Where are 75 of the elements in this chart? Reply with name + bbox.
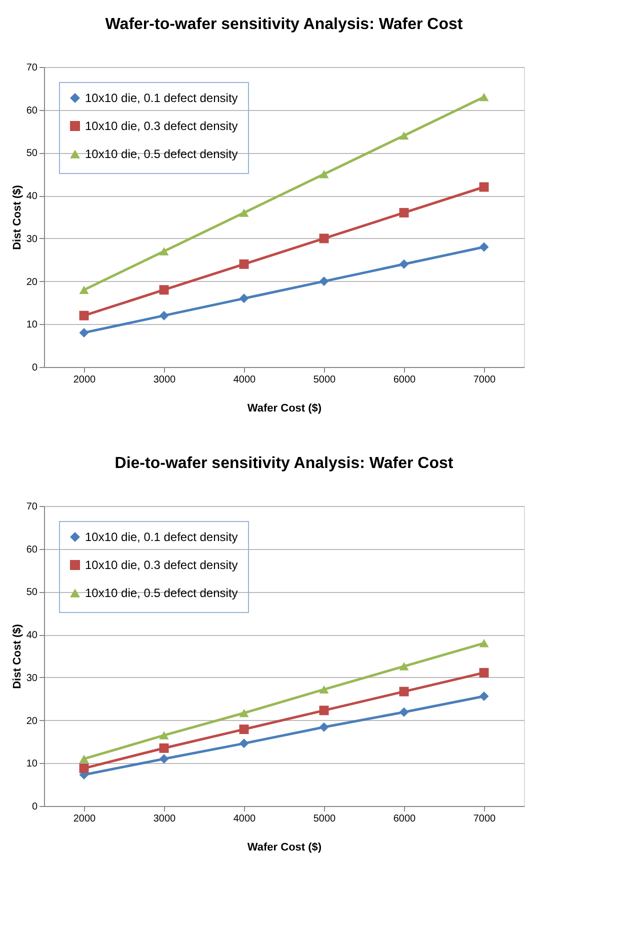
x-tick-label: 4000 [233, 814, 256, 824]
point [239, 259, 249, 269]
x-tick-label: 4000 [233, 374, 256, 386]
legend-label: 10x10 die, 0.3 defect density [85, 119, 238, 133]
point [479, 242, 489, 252]
x-tick-label: 5000 [313, 374, 336, 386]
point [319, 685, 329, 694]
chart-title: Die-to-wafer sensitivity Analysis: Wafer Cost [114, 455, 454, 472]
y-axis-title: Dist Cost ($) [11, 184, 24, 250]
legend-label: 10x10 die, 0.1 defect density [85, 530, 238, 544]
point [399, 259, 409, 269]
point [159, 743, 169, 753]
legend-label: 10x10 die, 0.1 defect density [85, 91, 238, 105]
y-tick-label: 40 [26, 630, 38, 642]
point [319, 276, 329, 286]
point [319, 706, 329, 716]
x-tick-label: 6000 [393, 374, 416, 386]
point [319, 722, 329, 732]
point [159, 310, 169, 320]
legend-label: 10x10 die, 0.5 defect density [85, 147, 238, 161]
y-tick-label: 0 [32, 362, 38, 374]
point [239, 208, 249, 217]
x-axis-title: Wafer Cost ($) [247, 402, 322, 414]
point [79, 286, 89, 294]
y-tick-label: 10 [26, 758, 38, 770]
point [399, 208, 409, 218]
y-axis-title: Dist Cost ($) [11, 624, 24, 689]
y-tick-label: 70 [26, 62, 38, 74]
point [399, 686, 409, 696]
y-tick-label: 0 [32, 802, 38, 812]
point [239, 294, 249, 304]
y-tick-label: 30 [26, 672, 38, 684]
point [479, 92, 489, 102]
point [159, 247, 169, 256]
x-tick-label: 3000 [153, 374, 176, 386]
point [479, 668, 489, 678]
point [319, 170, 329, 178]
point [79, 328, 89, 338]
point [159, 285, 169, 295]
point [399, 131, 409, 140]
y-tick-label: 60 [26, 544, 38, 556]
x-tick-label: 5000 [313, 814, 336, 824]
point [79, 764, 89, 774]
legend-label: 10x10 die, 0.3 defect density [85, 558, 238, 572]
point [239, 708, 249, 718]
y-tick-label: 50 [26, 148, 38, 160]
point [399, 707, 409, 717]
x-tick-label: 3000 [153, 814, 176, 824]
y-tick-label: 70 [26, 502, 38, 512]
y-tick-label: 20 [26, 716, 38, 727]
x-tick-label: 2000 [73, 814, 96, 824]
x-tick-label: 2000 [73, 374, 96, 386]
x-tick-label: 6000 [393, 814, 416, 824]
point [239, 724, 249, 734]
y-tick-label: 60 [26, 105, 38, 116]
point [239, 738, 249, 748]
point [479, 692, 489, 702]
point [159, 754, 169, 764]
legend-label: 10x10 die, 0.5 defect density [85, 586, 238, 600]
chart-title: Wafer-to-wafer sensitivity Analysis: Wafer Cost [105, 16, 464, 33]
point [479, 182, 489, 192]
point [319, 234, 329, 244]
x-tick-label: 7000 [473, 374, 496, 386]
x-axis-title: Wafer Cost ($) [247, 842, 322, 854]
y-tick-label: 50 [26, 587, 38, 598]
x-tick-label: 7000 [473, 814, 496, 824]
y-tick-label: 20 [26, 276, 38, 288]
point [159, 731, 169, 740]
point [399, 662, 409, 670]
y-tick-label: 40 [26, 191, 38, 202]
point [79, 310, 89, 320]
point [479, 639, 489, 648]
point [79, 754, 89, 763]
y-tick-label: 30 [26, 234, 38, 245]
y-tick-label: 10 [26, 320, 38, 331]
